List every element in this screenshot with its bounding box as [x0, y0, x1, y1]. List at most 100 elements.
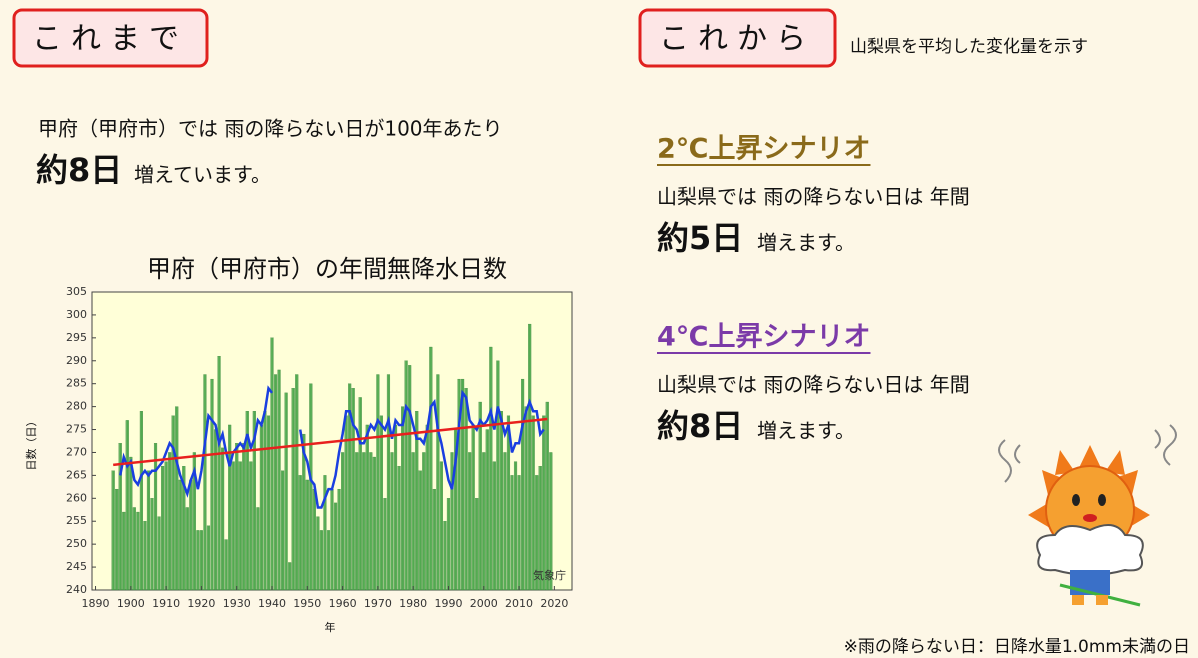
bar — [478, 401, 482, 591]
bar — [139, 411, 143, 591]
x-tick-label: 1950 — [293, 597, 321, 610]
bar — [203, 374, 207, 591]
x-tick-label: 1910 — [152, 597, 180, 610]
bar — [422, 452, 426, 591]
bar — [132, 507, 136, 591]
line — [119, 385, 273, 498]
bar — [302, 433, 306, 591]
y-tick-label: 270 — [66, 445, 87, 458]
bar — [411, 452, 415, 591]
bar — [224, 539, 228, 591]
y-tick-label: 290 — [66, 354, 87, 367]
bar — [115, 488, 119, 591]
text-line: 甲府（甲府市）では 雨の降らない日が100年あたり — [38, 117, 503, 141]
bar — [513, 461, 518, 591]
bar — [464, 388, 468, 591]
left-badge: これまで — [12, 8, 209, 68]
x-tick-label: 2020 — [540, 597, 568, 610]
bar — [408, 365, 412, 591]
bar — [175, 406, 179, 591]
bar — [111, 470, 115, 591]
y-tick-label: 275 — [66, 423, 87, 436]
bar — [164, 461, 168, 591]
bar — [305, 479, 309, 591]
source: 気象庁 — [533, 568, 566, 582]
bar — [404, 360, 408, 591]
bar — [468, 452, 472, 591]
bar — [221, 447, 225, 591]
bar — [171, 415, 175, 591]
bar — [393, 424, 398, 591]
bar — [330, 488, 334, 591]
bar — [298, 475, 302, 591]
bar — [436, 374, 440, 591]
x-tick-label: 1940 — [258, 597, 286, 610]
badge-box — [638, 8, 837, 68]
bar — [379, 415, 383, 591]
line — [113, 417, 548, 467]
y-tick-label: 260 — [66, 491, 87, 504]
bar — [376, 374, 380, 591]
bar — [291, 388, 295, 591]
bar — [182, 466, 186, 591]
bar — [326, 530, 331, 591]
bar — [118, 443, 122, 591]
text-line: 山梨県では 雨の降らない日は 年間 — [657, 185, 970, 209]
bar — [122, 511, 126, 591]
bar — [256, 507, 260, 591]
x-tick-label: 1990 — [434, 597, 462, 610]
bar — [521, 378, 525, 591]
badge-text: これから — [659, 22, 815, 57]
bar — [450, 452, 454, 591]
bar — [125, 420, 129, 591]
bar — [192, 452, 196, 591]
bar — [242, 443, 246, 591]
bar — [461, 378, 465, 591]
y-tick-label: 245 — [66, 560, 87, 573]
bar — [549, 452, 553, 591]
bar — [136, 511, 140, 591]
bar — [538, 466, 542, 591]
bar — [365, 424, 369, 591]
bar — [189, 479, 193, 591]
bar — [150, 498, 154, 591]
bar — [531, 415, 535, 591]
bar — [535, 475, 539, 591]
bar — [482, 452, 486, 591]
bar — [153, 443, 158, 591]
bar — [383, 498, 387, 591]
bar — [238, 461, 242, 591]
bar — [358, 397, 362, 591]
x-tick-label: 1900 — [117, 597, 145, 610]
bar — [439, 461, 443, 591]
chart-title: 甲府（甲府市）の年間無降水日数 — [147, 255, 507, 283]
big-number: 約8日 — [657, 407, 743, 445]
x-tick-label: 1960 — [329, 597, 357, 610]
scenario-title: 2℃上昇シナリオ — [657, 134, 870, 165]
bar — [245, 411, 249, 591]
bar — [228, 424, 232, 591]
bar — [348, 383, 352, 591]
bar — [443, 521, 447, 591]
bar — [263, 411, 267, 591]
bar — [390, 452, 394, 591]
line — [298, 389, 545, 509]
bar — [496, 360, 500, 591]
bar — [475, 498, 479, 591]
bar — [323, 475, 327, 591]
y-tick-label: 240 — [66, 583, 87, 596]
bar — [397, 466, 401, 591]
big-number: 約8日 — [36, 151, 122, 189]
bar — [510, 475, 514, 591]
text-line: 山梨県では 雨の降らない日は 年間 — [657, 373, 970, 397]
x-tick-label: 1930 — [223, 597, 251, 610]
bar — [168, 452, 172, 591]
bar — [266, 415, 271, 591]
text-line: 増えています。 — [134, 163, 271, 187]
bar — [489, 346, 493, 591]
bar — [281, 470, 285, 591]
bar — [432, 488, 436, 591]
bar — [309, 383, 313, 591]
